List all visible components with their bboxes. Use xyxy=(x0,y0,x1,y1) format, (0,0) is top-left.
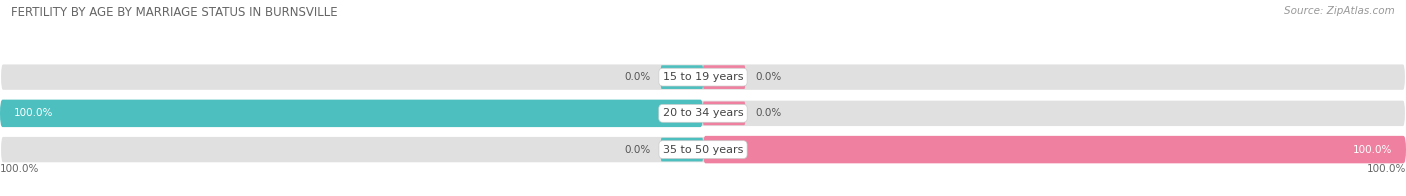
Text: Source: ZipAtlas.com: Source: ZipAtlas.com xyxy=(1284,6,1395,16)
FancyBboxPatch shape xyxy=(0,100,703,127)
FancyBboxPatch shape xyxy=(0,63,1406,91)
Text: 0.0%: 0.0% xyxy=(756,72,782,82)
Text: 0.0%: 0.0% xyxy=(756,108,782,118)
Text: 15 to 19 years: 15 to 19 years xyxy=(662,72,744,82)
FancyBboxPatch shape xyxy=(703,102,745,125)
FancyBboxPatch shape xyxy=(703,65,745,89)
Text: 20 to 34 years: 20 to 34 years xyxy=(662,108,744,118)
Text: 0.0%: 0.0% xyxy=(624,145,650,155)
Text: 100.0%: 100.0% xyxy=(14,108,53,118)
FancyBboxPatch shape xyxy=(703,136,1406,163)
Text: FERTILITY BY AGE BY MARRIAGE STATUS IN BURNSVILLE: FERTILITY BY AGE BY MARRIAGE STATUS IN B… xyxy=(11,6,337,19)
Text: 0.0%: 0.0% xyxy=(624,72,650,82)
Text: 100.0%: 100.0% xyxy=(1367,164,1406,174)
FancyBboxPatch shape xyxy=(661,65,703,89)
FancyBboxPatch shape xyxy=(0,136,1406,163)
FancyBboxPatch shape xyxy=(661,138,703,162)
FancyBboxPatch shape xyxy=(0,100,1406,127)
Text: 100.0%: 100.0% xyxy=(1353,145,1392,155)
Text: 100.0%: 100.0% xyxy=(0,164,39,174)
Text: 35 to 50 years: 35 to 50 years xyxy=(662,145,744,155)
